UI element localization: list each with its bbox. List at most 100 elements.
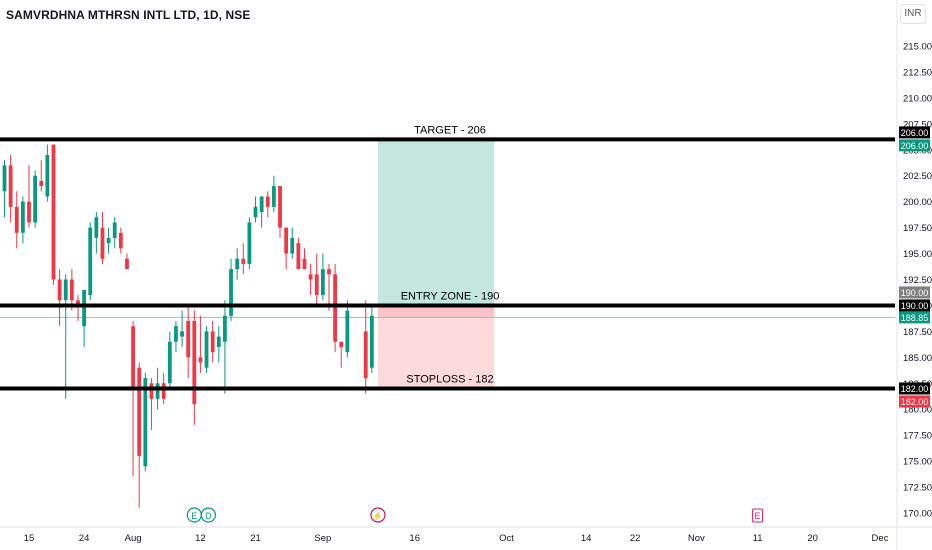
target-zone-axis-tag: 206.00 [901,141,929,151]
y-tick-label-18: 215.00 [903,42,932,53]
target-label: TARGET - 206 [414,124,486,136]
candle-body-21[interactable] [131,326,135,389]
target-zone[interactable] [377,139,495,306]
candle-body-44[interactable] [271,186,276,207]
candle-body-38[interactable] [235,258,240,270]
candle-body-18[interactable] [112,222,117,238]
candle-body-31[interactable] [192,321,197,405]
y-tick-label-10: 195.00 [903,249,932,260]
target-axis-tag: 206.00 [901,128,929,138]
candle-body-29[interactable] [180,331,184,337]
earnings-marker-2-letter: E [755,511,761,521]
candle-body-1[interactable] [8,165,13,207]
x-tick-label-4: 21 [250,533,261,544]
flash-marker[interactable] [370,507,386,523]
entry-axis-tag-bg [899,299,930,312]
candle-body-35[interactable] [216,336,221,347]
symbol-title: SAMVRDHNA MTHRSN INTL LTD, 1D, NSE [6,8,251,22]
x-tick-label-9: 22 [630,533,641,544]
candle-body-41[interactable] [253,206,258,218]
candle-body-26[interactable] [161,383,166,399]
currency-button[interactable]: INR [900,4,926,24]
candle-body-45[interactable] [278,186,282,228]
earnings-marker-2[interactable] [752,508,764,523]
candle-body-15[interactable] [94,217,99,238]
candle-body-4[interactable] [27,201,31,223]
candle-body-6[interactable] [39,180,44,187]
candle-body-52[interactable] [320,269,325,296]
candle-body-46[interactable] [284,227,289,254]
candle-body-3[interactable] [20,201,25,233]
candle-body-42[interactable] [259,196,264,213]
stoploss-zone-axis-tag: 182.00 [901,397,929,407]
x-tick-label-2: Aug [125,533,142,544]
dividend-marker[interactable] [200,507,217,523]
x-tick-label-6: 16 [409,533,420,544]
candle-body-57[interactable] [363,331,368,379]
candle-body-22[interactable] [137,367,142,456]
stoploss-axis-tag-bg [899,382,930,395]
candle-body-9[interactable] [57,279,62,301]
y-tick-label-9: 192.50 [903,275,932,286]
candle-body-11[interactable] [69,279,74,301]
candle-body-12[interactable] [76,300,80,306]
candle-body-5[interactable] [33,175,38,223]
candle-body-28[interactable] [174,326,178,342]
candle-body-48[interactable] [296,243,301,270]
x-tick-label-11: 11 [753,533,763,544]
stoploss-zone[interactable] [377,305,495,389]
candle-body-16[interactable] [100,227,105,259]
y-tick-label-1: 172.50 [903,483,932,494]
candle-body-58[interactable] [369,315,374,368]
candle-body-32[interactable] [198,357,203,363]
candle-body-8[interactable] [51,144,56,280]
earnings-marker-1-letter: E [191,511,197,521]
x-tick-label-3: 12 [195,533,206,544]
candle-body-36[interactable] [223,315,227,342]
candle-body-19[interactable] [118,232,123,249]
candle-body-27[interactable] [167,341,172,384]
candle-body-24[interactable] [149,383,154,399]
candle-body-56[interactable] [345,310,350,353]
y-tick-label-0: 170.00 [903,509,932,520]
entry-zone-axis-tag: 190.00 [901,288,929,298]
candle-body-33[interactable] [204,331,209,368]
candle-body-55[interactable] [339,341,344,347]
y-tick-label-2: 175.00 [903,457,932,468]
candle-body-37[interactable] [229,269,233,316]
candle-body-2[interactable] [14,206,19,233]
candle-body-53[interactable] [327,269,331,275]
candle-body-14[interactable] [88,227,93,296]
target-zone-axis-tag-bg [899,139,930,152]
candle-body-50[interactable] [308,274,313,280]
candle-body-51[interactable] [314,274,319,296]
y-tick-label-13: 202.50 [903,171,932,182]
candle-body-49[interactable] [302,258,307,270]
x-tick-label-8: 14 [581,533,592,544]
candle-body-23[interactable] [143,378,148,467]
stoploss-axis-tag: 182.00 [901,384,929,394]
dividend-marker-letter: D [205,511,212,521]
candle-body-54[interactable] [333,274,338,342]
candle-body-40[interactable] [247,222,252,264]
target-axis-tag-bg [899,126,930,139]
candle-body-34[interactable] [210,331,215,353]
candle-body-20[interactable] [125,258,129,270]
y-tick-label-3: 177.50 [903,431,932,442]
candle-body-17[interactable] [106,237,111,244]
candle-body-39[interactable] [241,258,246,264]
candle-body-25[interactable] [155,383,160,399]
candle-body-13[interactable] [82,289,86,327]
x-tick-label-12: 20 [807,533,818,544]
candle-body-47[interactable] [290,237,295,254]
last-price-axis-tag: 188.85 [901,313,929,323]
candle-body-7[interactable] [45,154,50,197]
x-tick-label-7: Oct [499,533,514,544]
candle-body-43[interactable] [265,196,270,207]
candle-body-0[interactable] [2,165,7,192]
candle-body-10[interactable] [63,279,68,301]
entry-label: ENTRY ZONE - 190 [401,290,500,302]
candle-body-30[interactable] [186,321,191,358]
entry-axis-tag: 190.00 [901,301,929,311]
